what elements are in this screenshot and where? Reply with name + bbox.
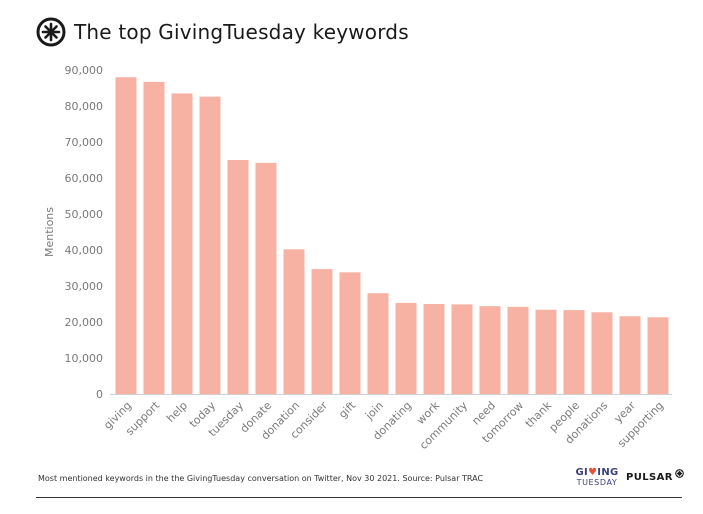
bar-donate: [255, 162, 277, 394]
bar-supporting: [647, 317, 669, 394]
bar-join: [367, 293, 389, 394]
chart-title: The top GivingTuesday keywords: [74, 20, 409, 44]
x-tick-label-gift: gift: [336, 398, 358, 420]
heart-icon: ♥: [588, 467, 598, 478]
bar-today: [199, 96, 221, 394]
pulsar-logo: PULSAR: [626, 469, 684, 483]
bars-group: [115, 77, 669, 395]
y-tick-label: 90,000: [65, 64, 104, 77]
bar-people: [563, 310, 585, 394]
x-tick-label-join: join: [362, 399, 386, 423]
y-tick-label: 0: [96, 388, 103, 401]
y-tick-label: 60,000: [65, 172, 104, 185]
giving-tuesday-logo-line2: TUESDAY: [576, 478, 618, 487]
bar-community: [451, 304, 473, 394]
bar-giving: [115, 77, 137, 394]
bar-tomorrow: [507, 306, 529, 394]
y-tick-label: 40,000: [65, 244, 104, 257]
chart-source-note: Most mentioned keywords in the the Givin…: [38, 474, 484, 483]
giving-tuesday-logo-part1: GI: [575, 467, 589, 478]
bar-chart: 0 10,000 20,000 30,000 40,000 50,000 60,000 70,…: [43, 64, 672, 452]
giving-tuesday-logo: GI♥ING TUESDAY: [574, 468, 620, 488]
footer-divider: [36, 497, 682, 498]
bar-donating: [395, 302, 417, 394]
bar-help: [171, 93, 193, 395]
y-axis: 0 10,000 20,000 30,000 40,000 50,000 60,000 70,…: [65, 64, 104, 401]
y-tick-label: 30,000: [65, 280, 104, 293]
bar-gift: [339, 272, 361, 394]
chart-header: The top GivingTuesday keywords: [36, 14, 409, 50]
bar-tuesday: [227, 160, 249, 394]
bar-thank: [535, 309, 557, 394]
y-tick-label: 80,000: [65, 100, 104, 113]
bar-work: [423, 304, 445, 394]
y-tick-label: 10,000: [65, 352, 104, 365]
pulsar-logo-text: PULSAR: [626, 472, 673, 483]
y-tick-label: 70,000: [65, 136, 104, 149]
pulsar-asterisk-icon: [36, 17, 66, 47]
bar-consider: [311, 269, 333, 394]
bar-donations: [591, 312, 613, 394]
bar-donation: [283, 249, 305, 394]
bar-year: [619, 316, 641, 394]
y-tick-label: 20,000: [65, 316, 104, 329]
bar-support: [143, 81, 165, 394]
bar-need: [479, 306, 501, 394]
pulsar-mark-icon: [675, 469, 684, 478]
y-tick-label: 50,000: [65, 208, 104, 221]
giving-tuesday-logo-part2: ING: [597, 467, 619, 478]
y-axis-label: Mentions: [43, 207, 56, 257]
